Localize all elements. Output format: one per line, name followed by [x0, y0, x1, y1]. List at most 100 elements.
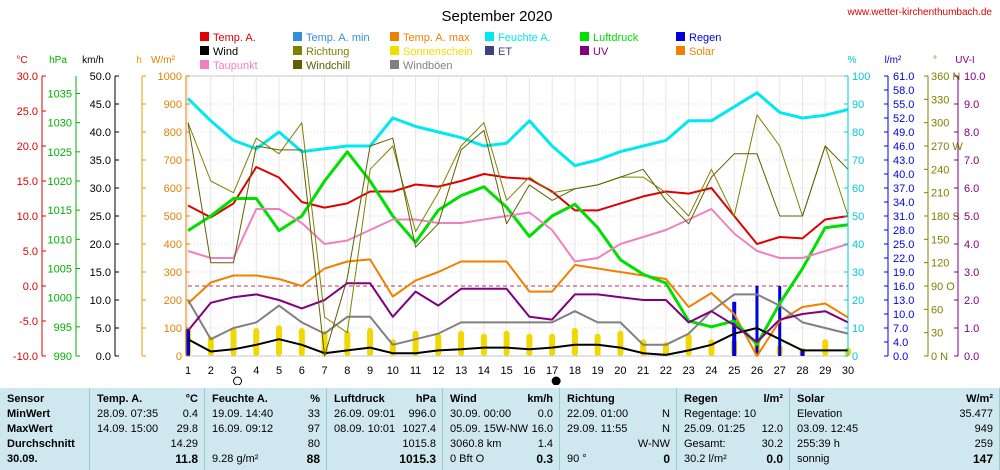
legend-label: Windböen — [403, 60, 453, 72]
axis-tick-label: 49.0 — [893, 127, 914, 139]
sunshine-bar — [298, 328, 305, 356]
stats-header-unit: % — [310, 393, 320, 405]
axis-tick-label: 330 — [931, 94, 949, 106]
series — [186, 91, 849, 357]
chart-title: September 2020 — [442, 8, 553, 25]
axis-tick-label: 5.0 — [96, 323, 111, 335]
series-richtung — [187, 114, 849, 334]
axis-tick-label: 46.0 — [893, 141, 914, 153]
axis-tick-label: 30 — [852, 267, 864, 279]
stats-cell-value: N — [662, 408, 670, 420]
axis-tick-label: 10.0 — [893, 309, 914, 321]
axis-tick-label: 55.0 — [893, 99, 914, 111]
legend-label: Luftdruck — [593, 32, 639, 44]
legend-swatch — [390, 32, 399, 41]
stats-col-druck: Luftdruck hPa 26.09. 09:01 996.0 08.09. 10:0… — [327, 388, 443, 470]
axis-tick-label: 9.0 — [964, 99, 979, 111]
bars — [185, 286, 851, 356]
axis-tick-label: 4.0 — [964, 239, 979, 251]
axis-tick-label: 90 — [852, 99, 864, 111]
stats-cell-value: 1027.4 — [402, 423, 436, 435]
x-tick-label: 3 — [230, 365, 236, 377]
sunshine-bar — [435, 333, 442, 356]
x-tick-label: 1 — [185, 365, 191, 377]
stats-cell-label: 29.09. 11:55 — [567, 423, 628, 435]
x-tick-label: 28 — [796, 365, 808, 377]
axis-tick-label: 30.0 — [90, 183, 111, 195]
stats-header-unit: °C — [185, 393, 198, 405]
x-tick-label: 7 — [321, 365, 327, 377]
stats-cell-label: 05.09. 15W-NW — [450, 423, 529, 435]
x-tick-label: 29 — [819, 365, 831, 377]
website-link[interactable]: www.wetter-kirchenthumbach.de — [846, 7, 992, 18]
legend-swatch — [676, 32, 685, 41]
moon-full-icon — [551, 376, 561, 385]
stats-cell-value: 16.0 — [531, 423, 553, 435]
axis-tick-label: 15.0 — [90, 267, 111, 279]
axis-tick-label: 1035 — [48, 89, 72, 101]
axis-tick-label: 13.0 — [893, 295, 914, 307]
axis-tick-label: 150 — [931, 234, 949, 246]
axis-tick-label: 990 — [54, 351, 72, 363]
moon-new-icon — [233, 376, 243, 385]
axis-tick-label: 25.0 — [17, 106, 38, 118]
stats-header: Sensor — [0, 392, 89, 407]
axis-tick-label: 52.0 — [893, 113, 914, 125]
axis-unit-sun: h — [136, 55, 142, 66]
stats-cell-value: 33 — [307, 408, 320, 420]
stats-col-wind: Wind km/h 30.09. 00:00 0.0 05.09. 15W-NW 16.0… — [443, 388, 560, 470]
legend-label: Temp. A. — [213, 32, 256, 44]
stats-header: Feuchte A.% — [205, 392, 326, 407]
stats-col-regen: Regen l/m² Regentage: 10 25.09. 01:25 12.0 Ge… — [677, 388, 790, 470]
axis-tick-label: 180 S — [931, 211, 960, 223]
axis-tick-label: 300 — [164, 267, 182, 279]
axis-tick-label: 200 — [164, 295, 182, 307]
sunshine-bar — [480, 333, 487, 356]
axis-tick-label: 37.0 — [893, 183, 914, 195]
stats-row: 0 Bft O 0.3 — [443, 452, 559, 467]
legend-label: Sonnenschein — [403, 46, 473, 58]
stats-row: 1015.3 — [327, 452, 442, 467]
axis-tick-label: 1000 — [158, 71, 182, 83]
stats-row: Gesamt: 30.2 — [677, 437, 789, 452]
stats-cell-value: 0.0 — [766, 452, 783, 466]
rain-bar — [732, 301, 737, 356]
axis-tick-label: 7.0 — [893, 323, 908, 335]
axis-tick-label: 0.0 — [23, 281, 38, 293]
axis-tick-label: 5.0 — [964, 211, 979, 223]
axis-tick-label: 10.0 — [964, 71, 985, 83]
axis-tick-label: 80 — [852, 127, 864, 139]
axis-tick-label: 20 — [852, 295, 864, 307]
stats-cell-value: 1015.3 — [399, 452, 436, 466]
axis-tick-label: 16.0 — [893, 281, 914, 293]
axis-tick-label: 60 — [852, 183, 864, 195]
legend-label: Taupunkt — [213, 60, 258, 72]
sunshine-bar — [503, 330, 510, 356]
stats-cell-value: 29.8 — [176, 423, 198, 435]
stats-row: 30.09. 00:00 0.0 — [443, 407, 559, 422]
axis-unit-temp: °C — [16, 55, 27, 66]
axis-tick-label: 28.0 — [893, 225, 914, 237]
stats-cell-label: 0 Bft O — [450, 453, 485, 465]
stats-cell-value: 11.8 — [175, 452, 198, 466]
sunshine-bar — [708, 339, 715, 356]
stats-cell-label: Gesamt: — [684, 438, 726, 450]
axis-tick-label: 900 — [164, 99, 182, 111]
axis-tick-label: 60 — [931, 304, 943, 316]
stats-header: Wind km/h — [443, 392, 559, 407]
legend-swatch — [390, 60, 399, 69]
legend-swatch — [293, 46, 302, 55]
axis-unit-direction: ° — [933, 55, 937, 66]
stats-row-label: Durchschnitt — [7, 438, 75, 450]
axis-tick-label: 10.0 — [90, 295, 111, 307]
x-tick-label: 14 — [478, 365, 490, 377]
axis-tick-label: 1015 — [48, 205, 72, 217]
rain-bar — [800, 349, 805, 356]
axes: °C 30.0 25.0 20.0 15.0 10.0 5.0 0.0 -5.0 -10.0 hPa… — [13, 55, 986, 363]
legend-swatch — [580, 32, 589, 41]
stats-col-temp: Temp. A. °C 28.09. 07:35 0.4 14.09. 15:00 29.… — [90, 388, 205, 470]
axis-tick-label: 5.0 — [23, 246, 38, 258]
axis-tick-label: 1000 — [48, 293, 72, 305]
axis-tick-label: 400 — [164, 239, 182, 251]
axis-tick-label: 58.0 — [893, 85, 914, 97]
